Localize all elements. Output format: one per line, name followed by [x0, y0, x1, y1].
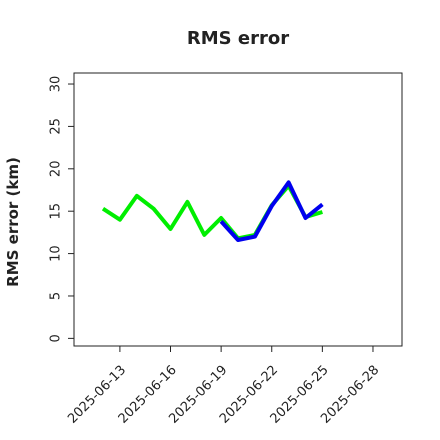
- y-tick-label: 25: [49, 118, 64, 135]
- y-tick-label: 5: [49, 292, 64, 300]
- chart-title: RMS error: [187, 28, 289, 49]
- y-axis-label: RMS error (km): [4, 157, 22, 287]
- y-tick-label: 15: [49, 203, 64, 220]
- y-tick-label: 20: [49, 161, 64, 178]
- plot-frame: [73, 72, 403, 347]
- y-tick-label: 0: [49, 334, 64, 342]
- series-line: [219, 180, 324, 242]
- y-tick-label: 10: [49, 245, 64, 262]
- series-line: [101, 183, 323, 241]
- y-tick-label: 30: [49, 76, 64, 93]
